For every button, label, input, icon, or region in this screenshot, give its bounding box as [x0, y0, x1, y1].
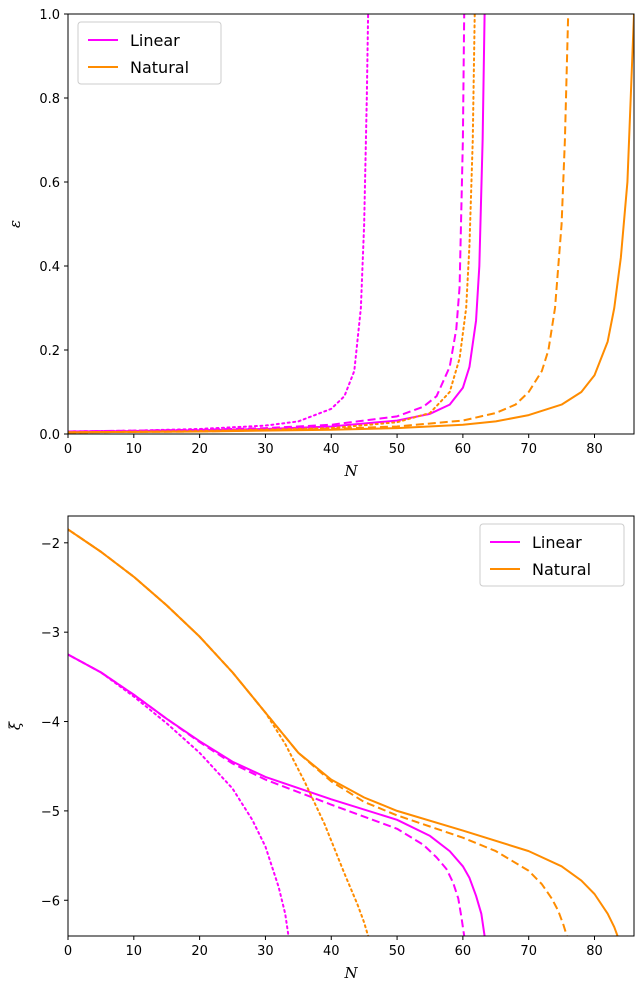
y-tick-label: −4 [41, 716, 60, 731]
series-line-6 [68, 14, 476, 434]
series-group [68, 14, 634, 434]
y-axis-title: ξ [6, 721, 24, 730]
series-line-5 [68, 528, 568, 936]
series-line-2 [68, 14, 466, 433]
x-tick-label: 50 [389, 944, 406, 959]
x-tick-label: 80 [586, 442, 603, 457]
y-tick-label: 0.0 [39, 428, 60, 443]
y-tick-label: 0.6 [39, 176, 60, 191]
series-line-3 [68, 653, 290, 936]
axes-frame [67, 13, 635, 435]
legend: Linear Natural [479, 523, 625, 587]
x-tick-label: 0 [64, 944, 72, 959]
series-line-4 [68, 14, 634, 434]
legend-box [479, 523, 625, 587]
legend-label: Linear [532, 533, 582, 552]
y-tick-label: −6 [41, 894, 60, 909]
y-tick-label: −5 [41, 805, 60, 820]
y-axis-title: ε [6, 220, 24, 228]
x-tick-label: 30 [257, 944, 274, 959]
axes-frame [67, 515, 635, 937]
x-tick-label: 30 [257, 442, 274, 457]
series-group [68, 528, 619, 936]
x-tick-label: 40 [323, 442, 340, 457]
y-tick-label: −3 [41, 626, 60, 641]
series-line-5 [68, 14, 570, 434]
x-tick-label: 40 [323, 944, 340, 959]
series-line-3 [68, 14, 370, 433]
x-tick-label: 60 [455, 944, 472, 959]
x-tick-label: 80 [586, 944, 603, 959]
x-tick-label: 20 [191, 442, 208, 457]
x-axis-title: N [343, 462, 358, 480]
legend: Linear Natural [77, 21, 222, 85]
series-line-2 [68, 653, 466, 936]
y-tick-label: 1.0 [39, 8, 60, 23]
y-tick-label: 0.4 [39, 260, 60, 275]
x-tick-label: 60 [455, 442, 472, 457]
legend-label: Natural [130, 58, 189, 77]
x-tick-label: 50 [389, 442, 406, 457]
y-tick-label: −2 [41, 537, 60, 552]
chart-1: 0 10 20 30 40 50 60 70 80 0.0 0.2 0.4 0.6 0.8 1.0 Nε Lin… [6, 8, 635, 480]
y-tick-label: 0.8 [39, 92, 60, 107]
x-tick-label: 70 [520, 442, 537, 457]
series-line-1 [68, 653, 486, 936]
x-axis-title: N [343, 964, 358, 982]
x-tick-label: 20 [191, 944, 208, 959]
x-tick-label: 0 [64, 442, 72, 457]
y-tick-label: 0.2 [39, 344, 60, 359]
x-tick-label: 10 [126, 442, 143, 457]
legend-label: Natural [532, 560, 591, 579]
chart-2: 0 10 20 30 40 50 60 70 80 −2 −3 −4 −5 −6 Nξ Linear Natur… [6, 515, 635, 982]
x-tick-label: 10 [126, 944, 143, 959]
x-tick-label: 70 [520, 944, 537, 959]
legend-box [77, 21, 222, 85]
legend-label: Linear [130, 31, 180, 50]
series-line-6 [68, 528, 370, 936]
